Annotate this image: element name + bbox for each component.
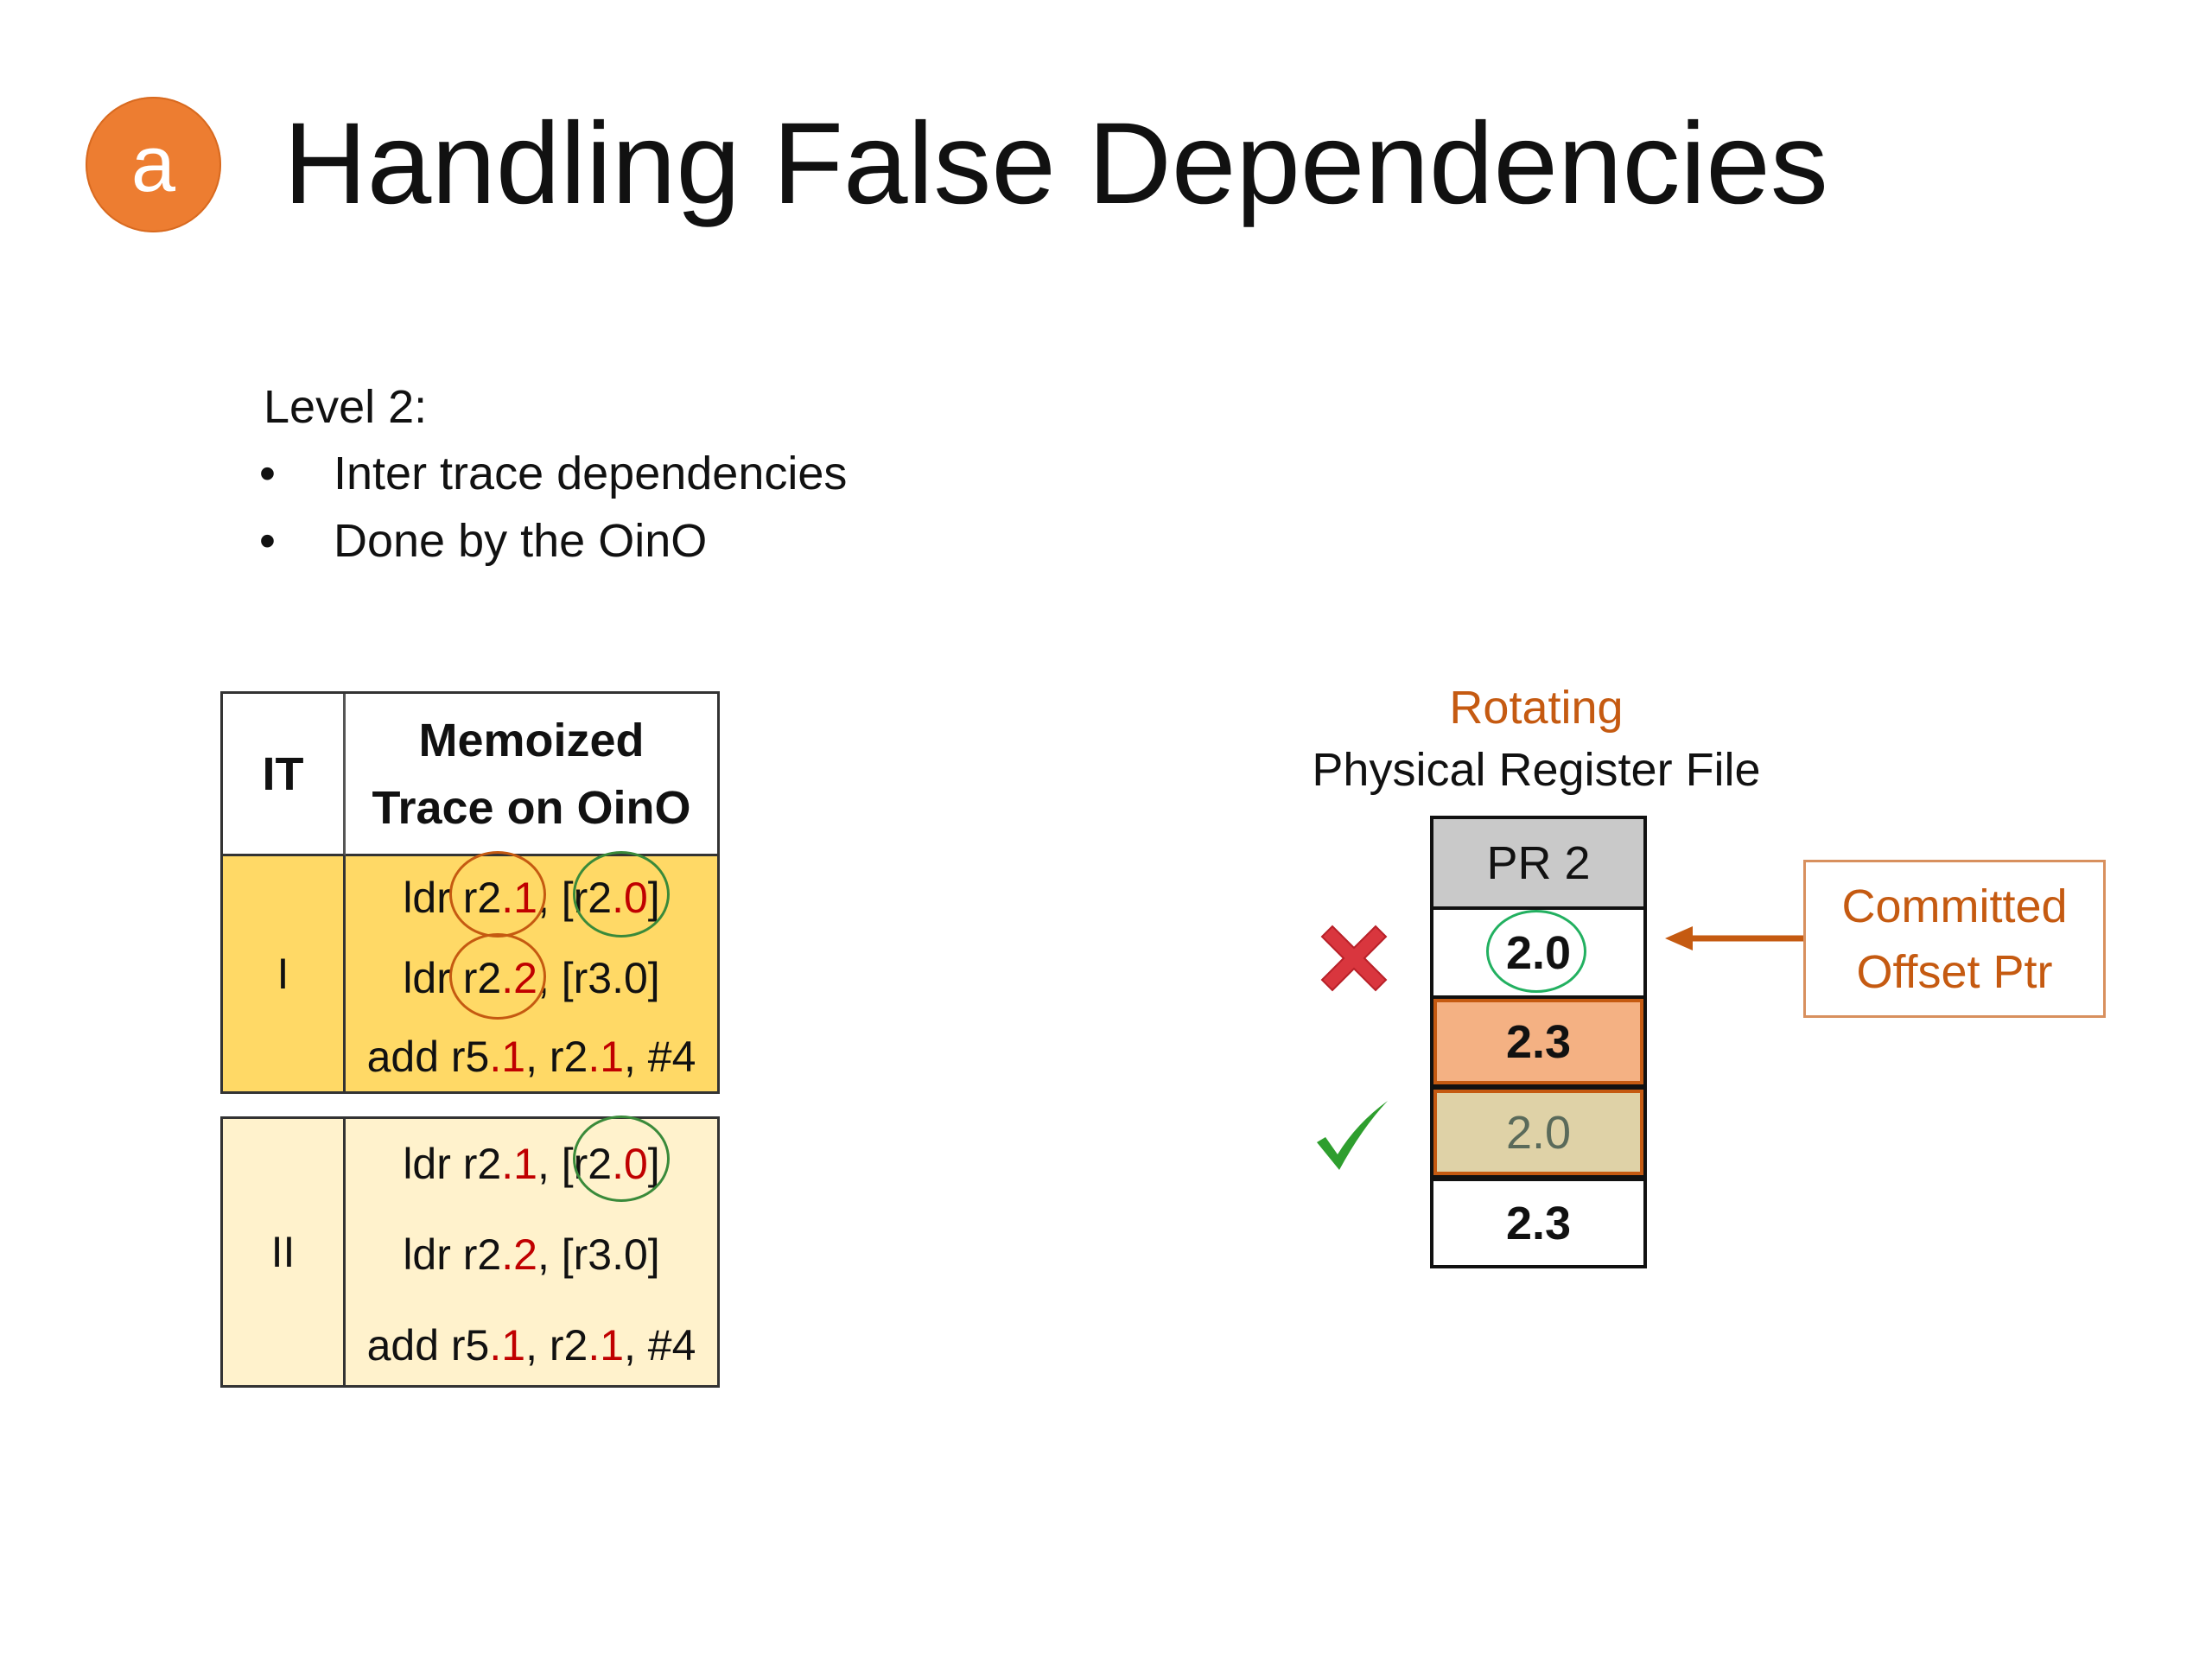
register-value: 2.3 (1505, 1015, 1572, 1068)
code-text: , #4 (624, 1321, 696, 1370)
header-it: IT (223, 694, 346, 856)
version-suffix: .1 (588, 1321, 625, 1370)
register-file-title-accent: Rotating (1449, 682, 1624, 734)
read-dependency-circle (573, 1116, 670, 1202)
check-icon (1317, 1101, 1388, 1170)
cross-icon (1320, 925, 1388, 992)
register-value: 2.3 (1505, 1197, 1572, 1249)
register-file-title: Physical Register File (1312, 744, 1761, 796)
code-text: , #4 (624, 1033, 696, 1081)
code-text: , r2 (525, 1321, 588, 1370)
current-entry-circle (1486, 910, 1586, 993)
code-text: add r5 (366, 1033, 490, 1081)
register-cell: 2.0 (1430, 1086, 1647, 1179)
label-line: Offset Ptr (1856, 945, 2053, 998)
code-text: , [r3.0] (537, 1230, 660, 1279)
group-label: II (223, 1119, 346, 1385)
slide-title: Handling False Dependencies (283, 99, 1828, 228)
version-suffix: .1 (489, 1033, 526, 1081)
badge-letter: a (130, 120, 176, 208)
code-text: ldr r2 (403, 1140, 502, 1188)
label-line: Committed (1841, 880, 2068, 932)
register-header: PR 2 (1430, 816, 1647, 910)
section-badge: a (86, 97, 221, 232)
pointer-arrow (1665, 926, 1806, 950)
register-cell: 2.3 (1430, 995, 1647, 1088)
version-suffix: .1 (489, 1321, 526, 1370)
write-dependency-circle (449, 851, 546, 938)
code-text: ldr r2 (403, 1230, 502, 1279)
version-suffix: .1 (588, 1033, 625, 1081)
write-dependency-circle (449, 933, 546, 1020)
level-label: Level 2: (264, 381, 428, 433)
code-text: add r5 (366, 1321, 490, 1370)
code-line: ldr r2.2, [r3.0] (403, 1230, 659, 1280)
code-line: add r5.1, r2.1, #4 (367, 1320, 696, 1370)
bullet-text: Inter trace dependencies (334, 448, 848, 499)
register-value: 2.0 (1505, 1106, 1572, 1159)
bullet-2: • Done by the OinO (259, 515, 708, 567)
code-line: add r5.1, r2.1, #4 (367, 1032, 696, 1082)
header-trace: Memoized Trace on OinO (346, 694, 717, 856)
code-text: , [r3.0] (537, 954, 660, 1002)
version-suffix: .2 (501, 1230, 537, 1279)
version-suffix: .1 (501, 1140, 537, 1188)
code-text: , r2 (525, 1033, 588, 1081)
read-dependency-circle (573, 851, 670, 938)
bullet-text: Done by the OinO (334, 515, 708, 567)
committed-offset-ptr-label: Committed Offset Ptr (1803, 860, 2106, 1018)
register-cell: 2.3 (1430, 1178, 1647, 1268)
trace-table-2: II (220, 1116, 720, 1388)
group-label: I (223, 856, 346, 1091)
bullet-1: • Inter trace dependencies (259, 448, 848, 499)
